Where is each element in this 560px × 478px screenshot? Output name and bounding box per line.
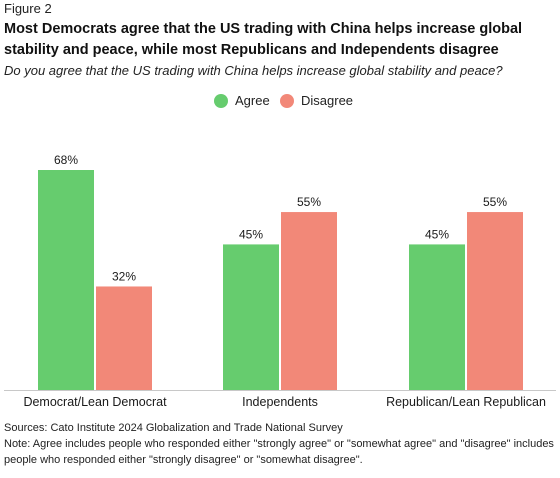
figure-label: Figure 2 xyxy=(4,1,52,16)
bar-disagree-0 xyxy=(96,286,152,390)
legend-swatch-agree xyxy=(214,93,228,108)
bar-agree-2 xyxy=(409,244,465,390)
chart-legend: Agree Disagree xyxy=(0,93,560,113)
footer-sources: Sources: Cato Institute 2024 Globalizati… xyxy=(4,422,343,434)
legend-label-disagree: Disagree xyxy=(301,93,354,108)
bar-disagree-1 xyxy=(281,212,337,390)
x-tick-label-0: Democrat/Lean Democrat xyxy=(23,395,167,409)
bar-agree-0 xyxy=(38,170,94,390)
bar-agree-1 xyxy=(223,244,279,390)
chart-title: Most Democrats agree that the US trading… xyxy=(4,21,523,58)
data-label-agree-1: 45% xyxy=(239,227,263,241)
data-label-disagree-2: 55% xyxy=(483,195,507,209)
data-label-agree-0: 68% xyxy=(54,153,78,167)
x-tick-label-1: Independents xyxy=(242,395,318,409)
legend-swatch-disagree xyxy=(280,93,294,108)
x-tick-label-2: Republican/Lean Republican xyxy=(386,395,546,409)
legend-label-agree: Agree xyxy=(235,93,270,108)
data-label-disagree-1: 55% xyxy=(297,195,321,209)
data-label-agree-2: 45% xyxy=(425,227,449,241)
footer-note: Note: Agree includes people who responde… xyxy=(4,438,554,466)
chart-footer: Sources: Cato Institute 2024 Globalizati… xyxy=(4,420,556,468)
legend-item-agree: Agree xyxy=(214,93,270,108)
data-label-disagree-0: 32% xyxy=(112,269,136,283)
chart-subtitle: Do you agree that the US trading with Ch… xyxy=(4,63,503,78)
legend-item-disagree: Disagree xyxy=(280,93,353,108)
bar-chart: 68% 32% Democrat/Lean Democrat 45% 55% Indepe… xyxy=(4,153,556,409)
bar-disagree-2 xyxy=(467,212,523,390)
